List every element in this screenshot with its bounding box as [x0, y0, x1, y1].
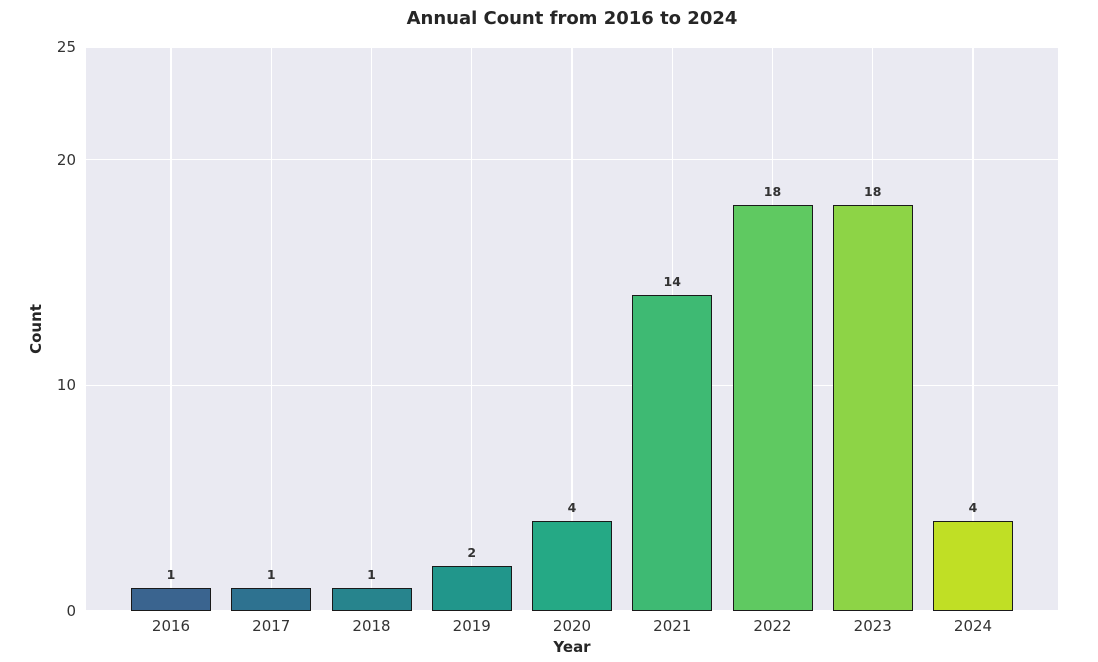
bar-value-label: 4	[567, 499, 577, 515]
y-axis-label: Count	[27, 304, 45, 354]
plot-area	[86, 46, 1058, 612]
x-tick-label: 2016	[151, 617, 191, 635]
bar-value-label: 18	[763, 183, 782, 199]
y-tick-label: 10	[56, 376, 76, 395]
bar-value-label: 1	[266, 567, 276, 583]
gridline-vertical	[471, 47, 473, 611]
x-tick-label: 2021	[653, 617, 692, 635]
gridline-vertical	[270, 47, 272, 611]
bar-2021	[632, 295, 713, 611]
bar-2024	[933, 520, 1013, 611]
bar-value-label: 18	[864, 183, 882, 199]
x-tick-label: 2022	[753, 617, 792, 635]
gridline-vertical	[972, 47, 974, 611]
x-tick-label: 2019	[452, 617, 491, 635]
bar-value-label: 2	[467, 544, 477, 560]
bar-value-label: 4	[968, 499, 978, 515]
bar-2019	[431, 565, 512, 611]
x-tick-label: 2017	[252, 617, 291, 635]
chart-title: Annual Count from 2016 to 2024	[406, 8, 738, 29]
x-axis-label: Year	[553, 638, 591, 656]
x-tick-label: 2024	[953, 617, 993, 635]
x-tick-label: 2023	[853, 617, 892, 635]
bar-2018	[331, 588, 412, 611]
x-tick-label: 2020	[552, 617, 592, 635]
bar-value-label: 1	[166, 567, 176, 583]
x-tick-label: 2018	[352, 617, 391, 635]
bar-2016	[131, 588, 211, 611]
gridline-vertical	[370, 47, 373, 611]
y-tick-label: 25	[56, 38, 76, 56]
bar-2023	[832, 204, 913, 611]
y-tick-label: 20	[56, 150, 76, 169]
gridline-vertical	[571, 47, 573, 611]
bar-value-label: 14	[663, 274, 681, 290]
bar-2022	[732, 204, 813, 611]
y-tick-label: 0	[66, 602, 76, 620]
bar-value-label: 1	[367, 567, 376, 583]
gridline-vertical	[170, 47, 172, 611]
bar-2017	[231, 588, 312, 611]
bar-2020	[532, 520, 612, 611]
